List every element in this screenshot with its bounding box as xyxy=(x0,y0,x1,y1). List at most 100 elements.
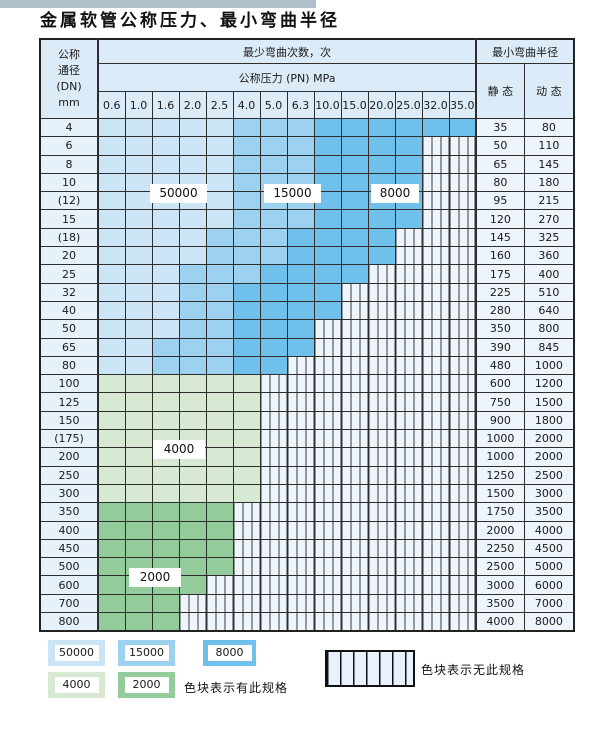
spec-cell xyxy=(124,502,153,522)
static-radius-cell: 95 xyxy=(475,191,525,211)
spec-cell xyxy=(205,447,234,467)
static-radius-cell: 145 xyxy=(475,227,525,248)
no-spec-cell xyxy=(448,429,477,449)
spec-cell xyxy=(178,355,207,376)
no-spec-cell xyxy=(448,392,477,412)
pressure-col-header: 2.5 xyxy=(205,91,234,119)
no-spec-cell xyxy=(259,520,288,540)
spec-cell xyxy=(124,374,153,394)
static-header: 静 态 xyxy=(475,63,525,119)
no-spec-cell xyxy=(232,538,261,559)
no-spec-cell xyxy=(421,136,450,156)
spec-cell xyxy=(97,264,126,284)
no-spec-cell xyxy=(448,337,477,357)
no-spec-cell xyxy=(367,557,396,577)
dynamic-radius-cell: 640 xyxy=(523,300,575,321)
table-row: 600 3000 6000 xyxy=(39,575,575,595)
spec-cell xyxy=(232,227,261,248)
spec-cell xyxy=(151,502,180,522)
dynamic-radius-cell: 270 xyxy=(523,209,575,229)
table-row: 125 750 1500 xyxy=(39,392,575,412)
static-radius-cell: 4000 xyxy=(475,612,525,632)
no-spec-cell xyxy=(394,502,423,522)
dynamic-radius-cell: 6000 xyxy=(523,575,575,595)
static-radius-cell: 2000 xyxy=(475,520,525,540)
spec-cell xyxy=(232,172,261,193)
table-row: 50 350 800 xyxy=(39,319,575,339)
spec-cell xyxy=(124,538,153,559)
legend-item-2000: 2000 xyxy=(118,672,175,698)
no-spec-cell xyxy=(421,191,450,211)
no-spec-cell xyxy=(421,264,450,284)
spec-cell xyxy=(205,465,234,485)
table-row: 450 2250 4500 xyxy=(39,538,575,559)
spec-cell xyxy=(97,337,126,357)
no-spec-cell xyxy=(367,612,396,632)
dn-cell: 450 xyxy=(39,538,99,559)
spec-cell xyxy=(124,392,153,412)
no-spec-cell xyxy=(313,538,342,559)
spec-cell xyxy=(124,355,153,376)
dn-cell: 50 xyxy=(39,319,99,339)
no-spec-cell xyxy=(421,319,450,339)
no-spec-cell xyxy=(286,593,315,614)
spec-cell xyxy=(286,300,315,321)
spec-cell xyxy=(151,117,180,138)
spec-cell xyxy=(124,246,153,266)
spec-cell xyxy=(151,300,180,321)
spec-cell xyxy=(178,227,207,248)
no-spec-cell xyxy=(313,337,342,357)
dynamic-radius-cell: 2000 xyxy=(523,447,575,467)
spec-cell xyxy=(151,246,180,266)
no-spec-cell xyxy=(421,557,450,577)
spec-cell xyxy=(313,282,342,302)
spec-cell xyxy=(97,520,126,540)
static-radius-cell: 1750 xyxy=(475,502,525,522)
spec-cell xyxy=(286,209,315,229)
spec-cell xyxy=(205,136,234,156)
spec-cell xyxy=(232,483,261,504)
table-row: 6 50 110 xyxy=(39,136,575,156)
dn-cell: (18) xyxy=(39,227,99,248)
spec-cell xyxy=(151,593,180,614)
no-spec-cell xyxy=(340,374,369,394)
spec-cell xyxy=(259,300,288,321)
spec-cell xyxy=(232,300,261,321)
no-spec-cell xyxy=(232,612,261,632)
table-row: 350 1750 3500 xyxy=(39,502,575,522)
spec-cell xyxy=(97,557,126,577)
spec-cell xyxy=(151,374,180,394)
spec-cell xyxy=(124,136,153,156)
table-row: 250 1250 2500 xyxy=(39,465,575,485)
no-spec-cell xyxy=(340,557,369,577)
spec-cell xyxy=(340,191,369,211)
spec-cell xyxy=(259,355,288,376)
dn-cell: 150 xyxy=(39,410,99,431)
no-spec-cell xyxy=(448,209,477,229)
zone-label-50000: 50000 xyxy=(150,184,207,203)
spec-cell xyxy=(178,282,207,302)
dn-cell: 6 xyxy=(39,136,99,156)
no-spec-cell xyxy=(313,520,342,540)
no-spec-cell xyxy=(367,337,396,357)
spec-cell xyxy=(151,465,180,485)
no-spec-cell xyxy=(286,502,315,522)
no-spec-cell xyxy=(448,502,477,522)
no-spec-cell xyxy=(448,355,477,376)
zone-label-2000: 2000 xyxy=(129,568,181,587)
no-spec-cell xyxy=(259,374,288,394)
static-radius-cell: 1000 xyxy=(475,447,525,467)
dn-cell: 125 xyxy=(39,392,99,412)
no-spec-cell xyxy=(313,593,342,614)
spec-cell xyxy=(232,465,261,485)
no-spec-cell xyxy=(286,557,315,577)
spec-cell xyxy=(97,191,126,211)
static-radius-cell: 390 xyxy=(475,337,525,357)
spec-cell xyxy=(394,136,423,156)
dynamic-radius-cell: 2500 xyxy=(523,465,575,485)
static-radius-cell: 900 xyxy=(475,410,525,431)
static-radius-cell: 280 xyxy=(475,300,525,321)
no-spec-cell xyxy=(340,282,369,302)
table-row: 150 900 1800 xyxy=(39,410,575,431)
spec-cell xyxy=(367,227,396,248)
